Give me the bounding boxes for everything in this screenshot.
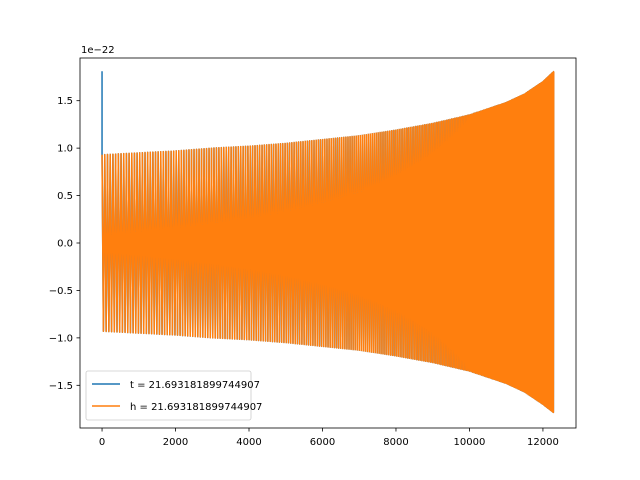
x-tick-label: 10000 (454, 437, 486, 448)
y-tick-label: −0.5 (49, 286, 73, 297)
y-tick-label: 1.0 (57, 144, 73, 155)
legend-label-t: t = 21.693181899744907 (130, 380, 260, 391)
y-tick-label: 1.5 (57, 96, 73, 107)
legend-label-h: h = 21.693181899744907 (130, 402, 262, 413)
y-tick-label: 0.0 (57, 239, 73, 250)
x-tick-label: 12000 (527, 437, 559, 448)
y-tick-label: −1.0 (49, 333, 73, 344)
x-tick-label: 6000 (310, 437, 335, 448)
y-tick-label: 0.5 (57, 191, 73, 202)
x-tick-label: 2000 (163, 437, 188, 448)
x-axis: 0 2000 4000 6000 8000 10000 12000 (99, 428, 559, 448)
legend: t = 21.693181899744907 h = 21.6931818997… (85, 370, 262, 421)
x-tick-label: 4000 (236, 437, 261, 448)
legend-box (85, 370, 252, 421)
y-axis: 1.5 1.0 0.5 0.0 −0.5 −1.0 −1.5 (49, 96, 80, 392)
series-line-h (101, 70, 555, 414)
x-tick-label: 0 (99, 437, 105, 448)
y-offset-label: 1e−22 (81, 45, 115, 56)
x-tick-label: 8000 (383, 437, 408, 448)
series-layer (101, 70, 555, 414)
y-tick-label: −1.5 (49, 381, 73, 392)
